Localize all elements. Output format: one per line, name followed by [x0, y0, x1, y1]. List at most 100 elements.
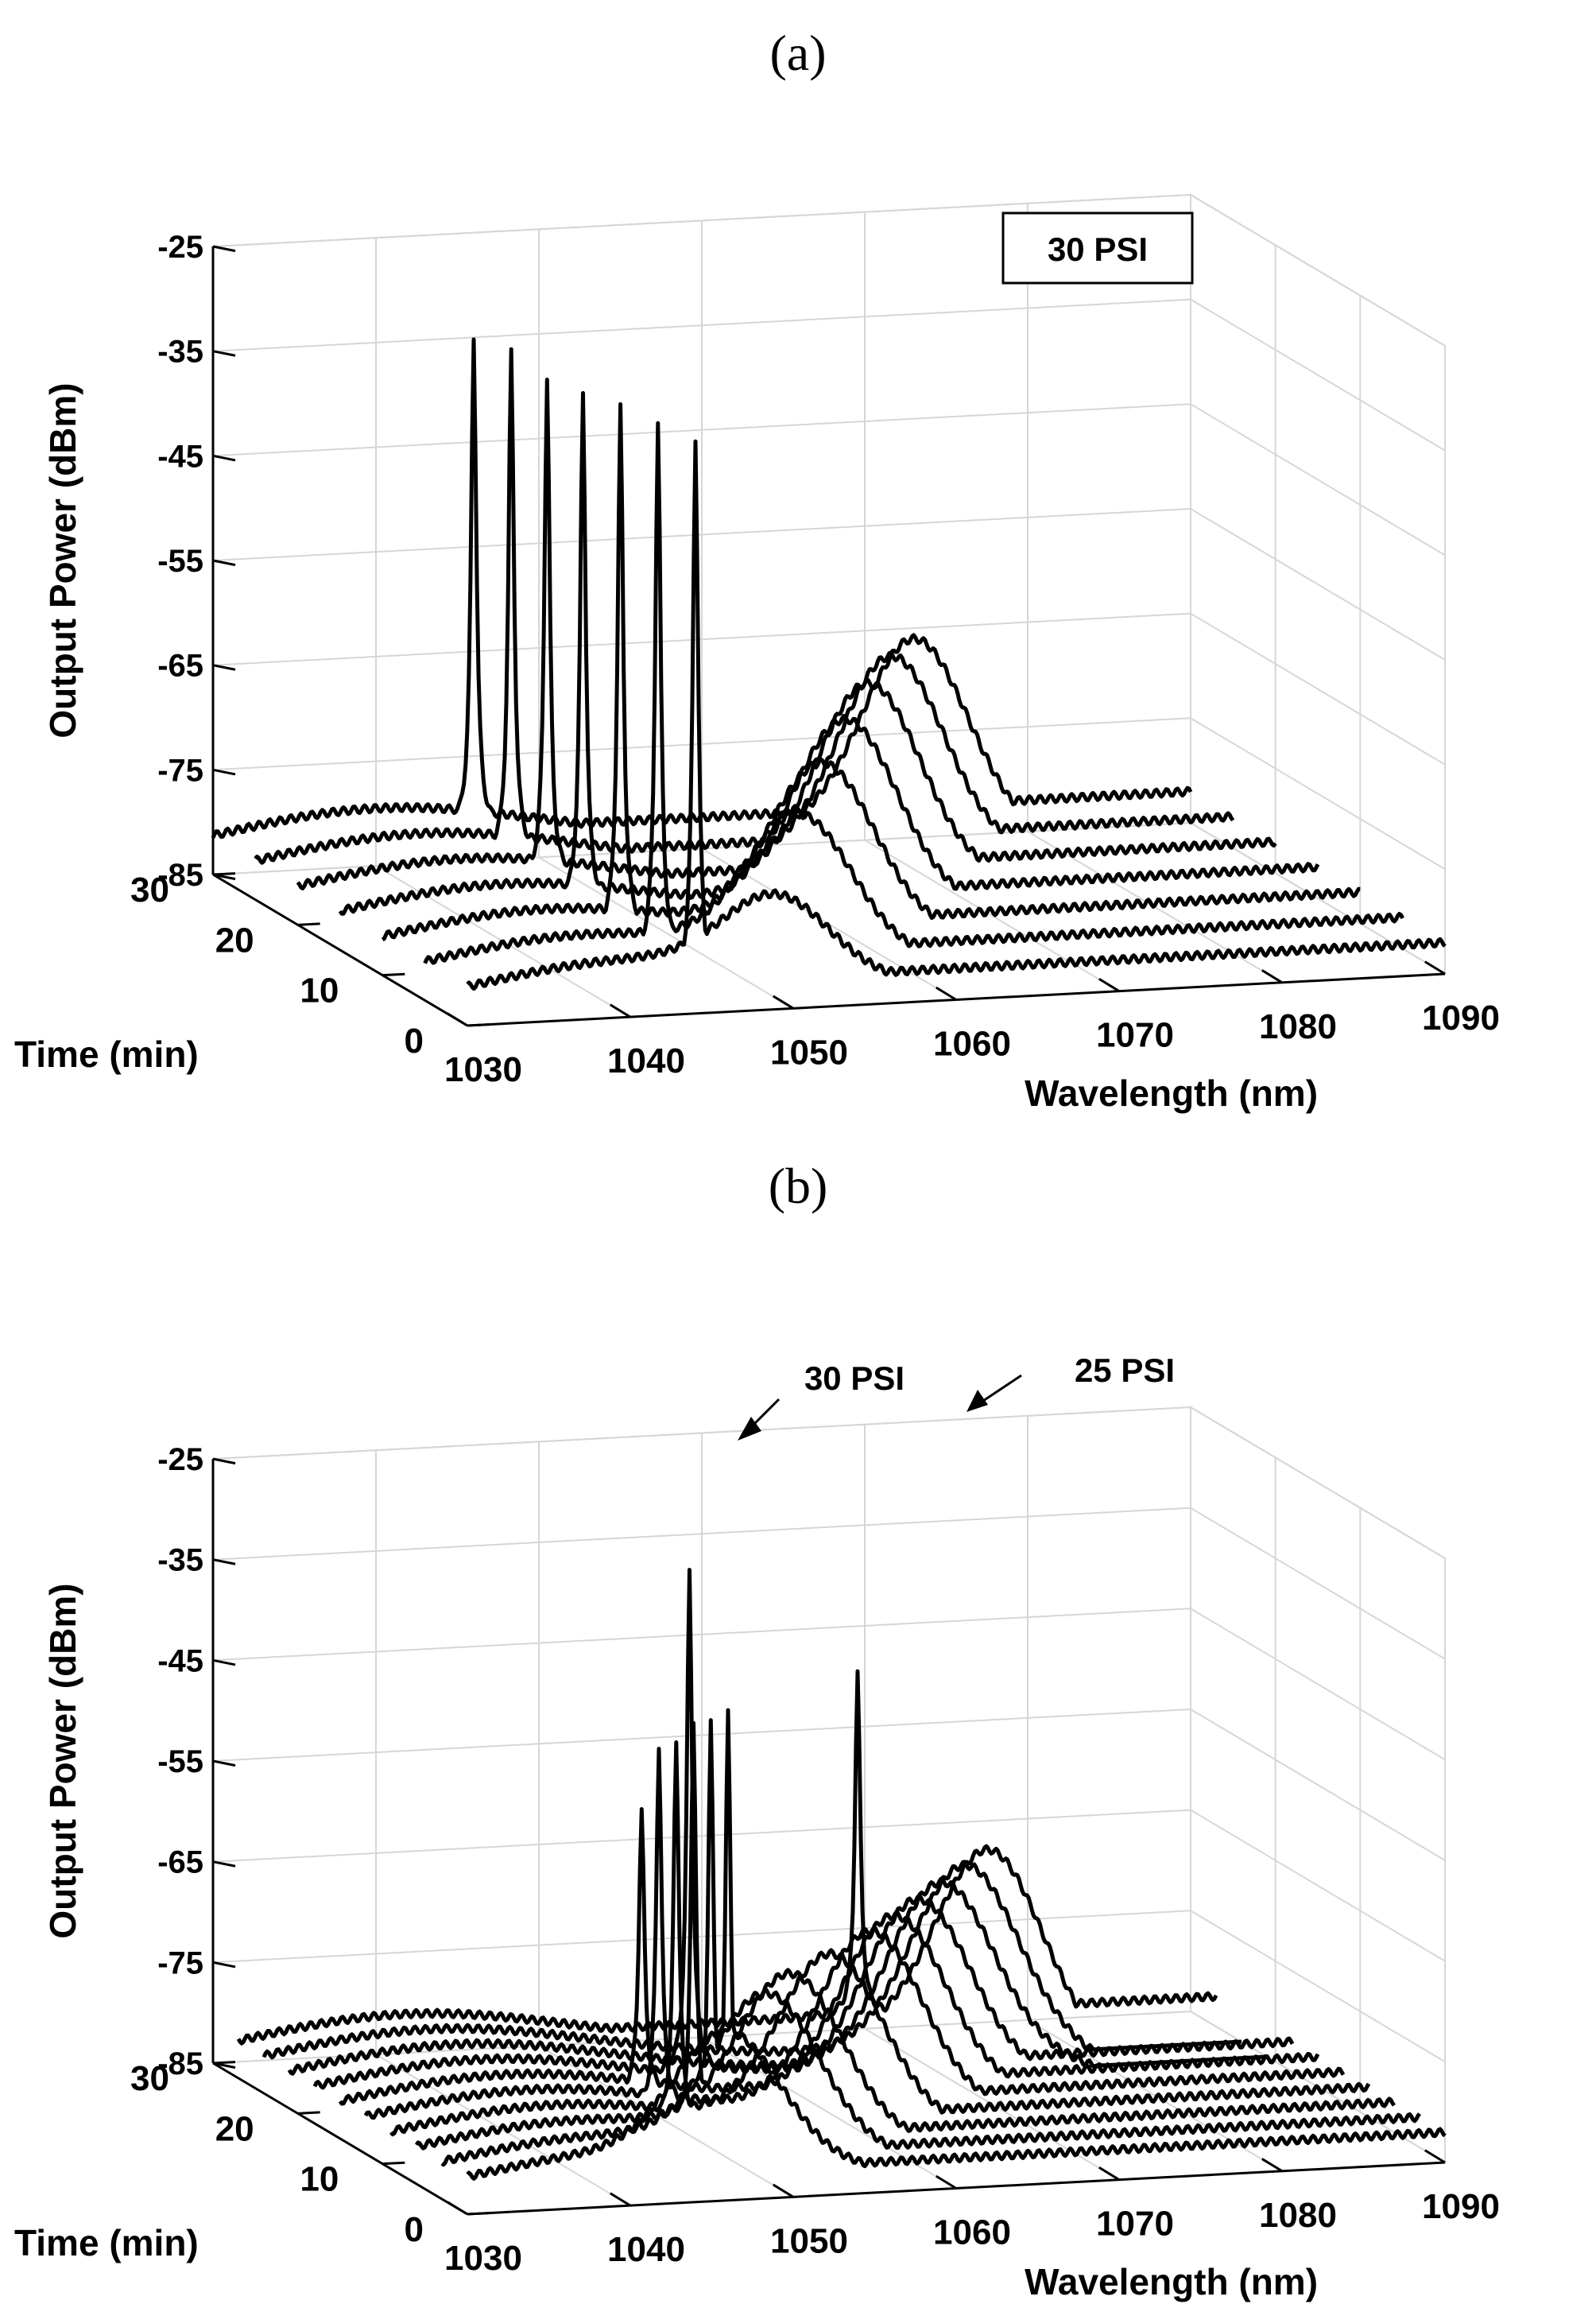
z-tick-label: -55 — [157, 1744, 203, 1779]
x-tick-label: 1080 — [1259, 1007, 1337, 1046]
x-tick — [936, 986, 957, 1001]
power-gridline — [212, 507, 1446, 661]
x-tick-label: 1060 — [933, 2213, 1011, 2252]
power-gridline — [212, 1608, 1446, 1761]
z-tick — [212, 454, 236, 462]
y-tick — [382, 2161, 405, 2166]
y-axis-label: Time (min) — [14, 2222, 199, 2263]
z-tick — [212, 559, 236, 567]
z-tick-label: -25 — [157, 1442, 203, 1477]
z-tick-label: -75 — [157, 1945, 203, 1980]
x-tick — [1098, 977, 1120, 992]
x-tick — [773, 2183, 794, 2198]
z-tick — [212, 1457, 236, 1465]
annotation-arrowhead — [967, 1390, 988, 1412]
y-axis-line — [212, 2062, 468, 2216]
x-tick-label: 1030 — [444, 1050, 522, 1089]
spectrum-trace — [296, 378, 1277, 890]
x-tick — [1261, 2158, 1283, 2173]
spectrum-trace — [440, 1718, 1422, 2167]
spectrum-trace — [338, 1807, 1320, 2106]
y-axis-label: Time (min) — [14, 1034, 199, 1075]
x-tick — [447, 2201, 468, 2216]
x-tick — [1261, 969, 1283, 984]
z-tick-label: -55 — [157, 544, 203, 579]
spectrum-trace — [261, 1860, 1242, 2060]
y-tick — [382, 972, 405, 977]
x-tick — [773, 995, 794, 1010]
panel-label-b: (b) — [768, 1158, 828, 1214]
x-tick-label: 1050 — [770, 2221, 848, 2260]
x-tick — [447, 1012, 468, 1027]
spectrum-trace — [338, 390, 1320, 916]
x-axis-label: Wavelength (nm) — [1025, 1072, 1318, 1114]
x-tick-label: 1060 — [933, 1025, 1011, 1064]
annotation-25psi: 25 PSI — [1075, 1352, 1175, 1389]
power-gridline — [212, 403, 1446, 557]
y-tick — [467, 1023, 490, 1027]
z-tick — [212, 1558, 236, 1565]
power-gridline — [212, 298, 1446, 452]
z-axis-label: Output Power (dBm) — [42, 382, 83, 738]
y-tick — [297, 922, 320, 926]
x-tick-label: 1040 — [607, 1041, 685, 1080]
x-tick-label: 1040 — [607, 2230, 685, 2269]
legend-box — [1001, 211, 1194, 285]
z-tick — [212, 873, 236, 881]
power-gridline — [212, 717, 1446, 871]
y-tick — [467, 2212, 490, 2216]
x-tick — [610, 2192, 631, 2207]
spectrum-trace — [381, 401, 1361, 942]
z-tick — [212, 2062, 236, 2069]
power-gridline — [212, 1406, 1446, 1559]
y-tick — [297, 2111, 320, 2115]
z-tick — [212, 350, 236, 357]
x-tick — [610, 1003, 631, 1018]
x-tick-label: 1090 — [1422, 2187, 1500, 2226]
y-tick-label: 20 — [215, 2109, 254, 2148]
x-tick-label: 1090 — [1422, 999, 1500, 1038]
z-tick — [212, 1860, 236, 1868]
x-tick — [936, 2174, 957, 2190]
z-tick — [212, 245, 236, 253]
z-tick — [212, 1759, 236, 1767]
x-tick-label: 1030 — [444, 2239, 522, 2278]
y-axis-line — [212, 873, 468, 1027]
annotation-arrowhead — [738, 1417, 761, 1441]
x-tick-label: 1070 — [1096, 2205, 1174, 2244]
x-tick — [1424, 2149, 1446, 2164]
z-tick-label: -35 — [157, 1543, 203, 1578]
z-tick-label: -85 — [157, 858, 203, 893]
y-tick-label: 10 — [300, 972, 339, 1010]
z-tick-label: -65 — [157, 649, 203, 684]
z-tick — [212, 1658, 236, 1666]
x-tick — [1424, 960, 1446, 976]
spectrum-trace — [466, 439, 1447, 991]
z-tick — [212, 768, 236, 776]
y-tick-label: 0 — [405, 1022, 424, 1061]
y-tick-label: 20 — [215, 921, 254, 960]
annotation-30psi: 30 PSI — [804, 1360, 905, 1397]
z-tick-label: -45 — [157, 439, 203, 474]
z-tick-label: -85 — [157, 2046, 203, 2081]
x-tick-label: 1080 — [1259, 2196, 1337, 2235]
x-axis-label: Wavelength (nm) — [1025, 2261, 1318, 2302]
z-tick-label: -45 — [157, 1643, 203, 1678]
y-tick-label: 30 — [130, 2059, 169, 2098]
spectrum-trace — [466, 1708, 1447, 2181]
spectrum-trace — [414, 1720, 1396, 2151]
z-tick-label: -65 — [157, 1845, 203, 1880]
x-tick-label: 1050 — [770, 1033, 848, 1072]
floor-gridline — [538, 856, 794, 1010]
panel-label-a: (a) — [769, 25, 827, 81]
z-tick-label: -75 — [157, 753, 203, 788]
y-tick-label: 30 — [130, 871, 169, 910]
power-gridline — [212, 193, 1446, 347]
power-gridline — [212, 1507, 1446, 1660]
legend-label: 30 PSI — [1048, 231, 1148, 268]
spectrum-trace — [423, 421, 1404, 965]
y-tick-label: 0 — [405, 2210, 424, 2249]
y-tick-label: 10 — [300, 2160, 339, 2199]
power-gridline — [212, 1809, 1446, 1962]
spectrum-trace — [363, 1747, 1346, 2120]
